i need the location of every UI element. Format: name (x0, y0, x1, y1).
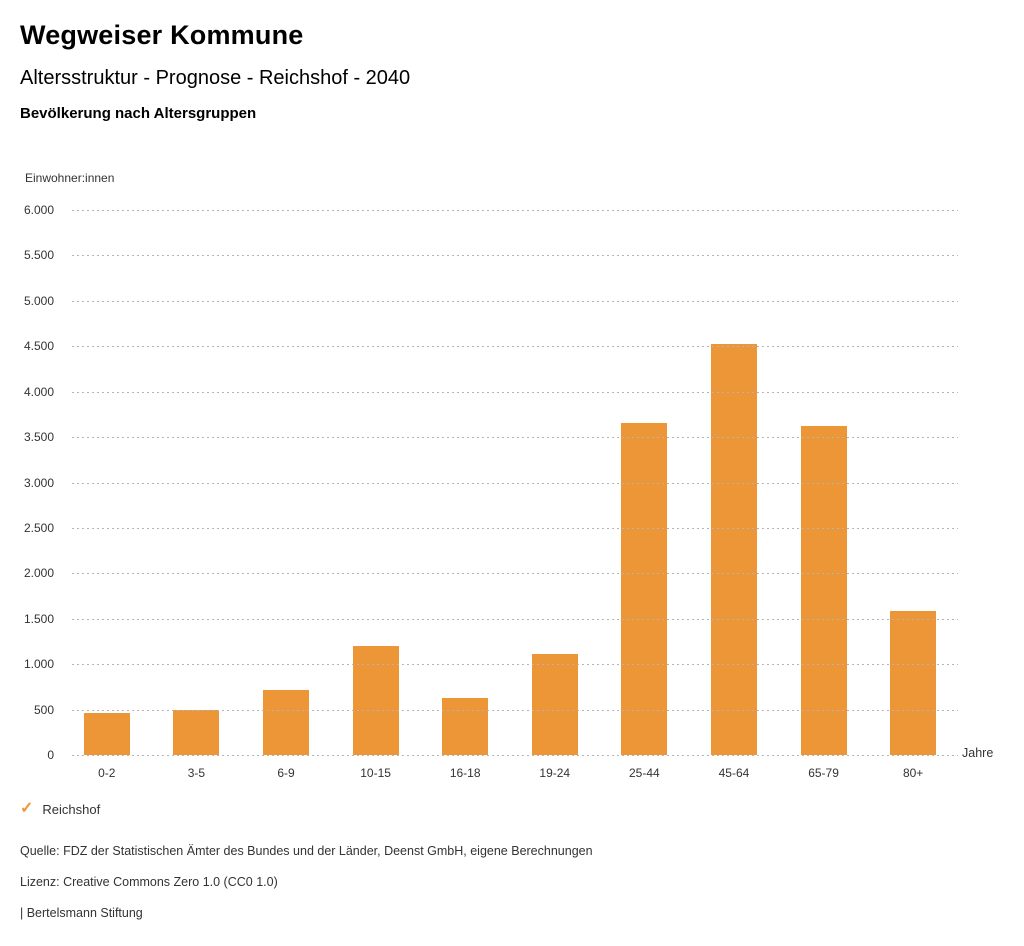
gridline (72, 482, 958, 484)
y-axis-tick-label: 3.000 (23, 475, 54, 490)
license-text: Lizenz: Creative Commons Zero 1.0 (CC0 1… (20, 875, 278, 889)
bar-slot: 45-64 (689, 210, 779, 780)
y-axis-tick-label: 2.000 (23, 566, 54, 581)
bar-25-44[interactable] (621, 423, 668, 755)
bar-10-15[interactable] (352, 646, 399, 755)
x-axis-tick-label: 80+ (902, 766, 924, 780)
source-text: Quelle: FDZ der Statistischen Ämter des … (20, 844, 593, 858)
y-axis-tick-label: 4.500 (23, 339, 54, 354)
x-axis-tick-label: 3-5 (187, 766, 206, 780)
bar-0-2[interactable] (83, 712, 130, 755)
gridline (72, 664, 958, 666)
y-axis-title: Einwohner:innen (25, 171, 115, 185)
gridline (72, 573, 958, 575)
y-axis-tick-label: 5.000 (23, 293, 54, 308)
bar-16-18[interactable] (442, 698, 489, 755)
bars-row: 0-2 3-5 6-9 10-15 16-18 19-24 25-44 45-64 65-79 8… (62, 210, 958, 780)
bar-slot: 3-5 (152, 210, 242, 780)
y-axis-tick-label: 4.000 (23, 384, 54, 399)
y-axis-tick-label: 2.500 (23, 520, 54, 535)
bar-slot: 16-18 (420, 210, 510, 780)
gridline (72, 527, 958, 529)
gridline (72, 255, 958, 257)
x-axis-tick-label: 25-44 (629, 766, 660, 780)
check-icon: ✓ (20, 800, 34, 817)
bar-3-5[interactable] (173, 710, 220, 755)
gridline (72, 210, 958, 211)
gridline (72, 755, 958, 756)
y-axis-tick-label: 1.000 (23, 657, 54, 672)
legend-item-reichshof[interactable]: ✓ Reichshof (20, 801, 100, 817)
gridline (72, 391, 958, 393)
y-axis-tick-label: 6.000 (23, 203, 54, 217)
bar-6-9[interactable] (262, 690, 309, 755)
bar-slot: 0-2 (62, 210, 152, 780)
bar-chart-plot-area: 0-2 3-5 6-9 10-15 16-18 19-24 25-44 45-64 65-79 8… (24, 203, 958, 780)
gridline (72, 437, 958, 439)
x-axis-tick-label: 65-79 (808, 766, 839, 780)
bar-slot: 19-24 (510, 210, 600, 780)
y-axis-tick-label: 1.500 (23, 611, 54, 626)
bar-slot: 80+ (868, 210, 958, 780)
bar-65-79[interactable] (800, 425, 847, 755)
x-axis-tick-label: 6-9 (277, 766, 295, 780)
chart-heading: Bevölkerung nach Altersgruppen (20, 105, 257, 122)
gridline (72, 709, 958, 711)
x-axis-tick-label: 19-24 (539, 766, 571, 780)
legend-label: Reichshof (42, 801, 101, 817)
gridline (72, 346, 958, 348)
x-axis-tick-label: 45-64 (718, 766, 750, 780)
bar-slot: 65-79 (779, 210, 869, 780)
x-axis-title: Jahre (962, 746, 994, 760)
bar-slot: 25-44 (600, 210, 690, 780)
bar-slot: 6-9 (241, 210, 331, 780)
x-axis-tick-label: 10-15 (360, 766, 391, 780)
gridline (72, 618, 958, 620)
gridline (72, 300, 958, 302)
x-axis-tick-label: 0-2 (98, 766, 116, 780)
y-axis-tick-label: 500 (33, 702, 54, 717)
x-axis-tick-label: 16-18 (449, 766, 481, 780)
page-title: Wegweiser Kommune (20, 20, 304, 50)
attribution-text: | Bertelsmann Stiftung (20, 906, 143, 920)
page-subtitle: Altersstruktur - Prognose - Reichshof - … (20, 67, 411, 89)
y-axis-tick-label: 0 (47, 748, 54, 762)
bar-45-64[interactable] (710, 343, 757, 755)
y-axis-tick-label: 3.500 (23, 430, 54, 445)
y-axis-tick-label: 5.500 (23, 248, 54, 263)
bar-80+[interactable] (890, 610, 937, 755)
bar-19-24[interactable] (531, 653, 578, 755)
